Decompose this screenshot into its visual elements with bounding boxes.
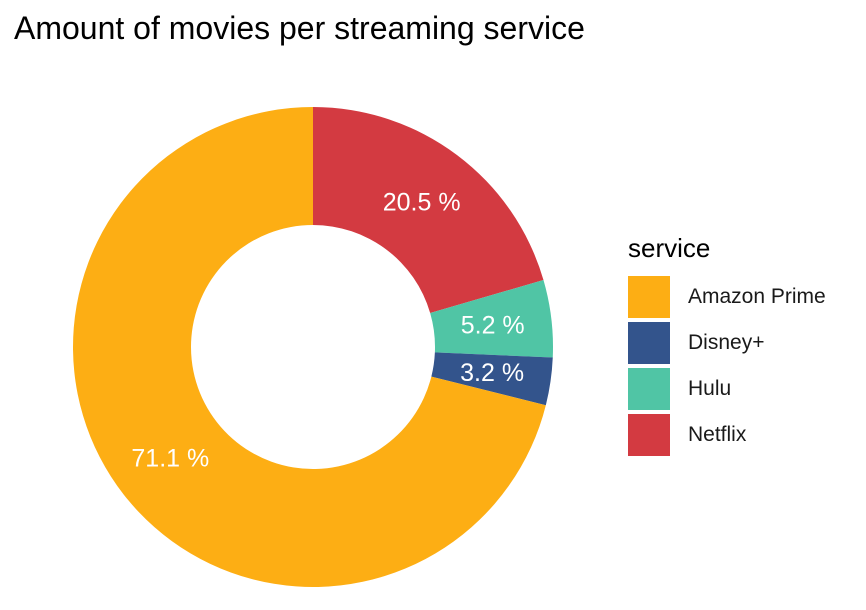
legend-label-netflix: Netflix [688,423,747,446]
legend-label-amazon-prime: Amazon Prime [688,285,826,308]
slice-label-amazon-prime: 71.1 % [131,444,209,472]
legend-item-hulu: Hulu [628,366,826,412]
slice-label-disney: 3.2 % [460,359,524,387]
slice-disney [431,352,553,406]
legend-label-hulu: Hulu [688,377,732,400]
legend-item-disney: Disney+ [628,320,826,366]
slice-labels: 20.5 % 5.2 % 3.2 % 71.1 % [131,188,524,472]
slice-label-hulu: 5.2 % [461,311,525,339]
legend: service Amazon Prime Disney+ Hulu Netflix [628,232,826,458]
legend-title: service [628,233,711,263]
slice-netflix [313,107,544,313]
legend-swatch-disney [628,322,670,364]
slice-label-netflix: 20.5 % [383,188,461,216]
legend-swatch-hulu [628,368,670,410]
legend-item-amazon-prime: Amazon Prime [628,274,826,320]
legend-item-netflix: Netflix [628,412,826,458]
donut-slices [73,107,553,587]
legend-swatch-netflix [628,414,670,456]
slice-amazon-prime [73,107,546,587]
slice-hulu [430,280,553,358]
legend-items: Amazon Prime Disney+ Hulu Netflix [628,274,826,458]
chart-title: Amount of movies per streaming service [14,10,585,46]
legend-swatch-amazon-prime [628,276,670,318]
legend-label-disney: Disney+ [688,331,765,354]
